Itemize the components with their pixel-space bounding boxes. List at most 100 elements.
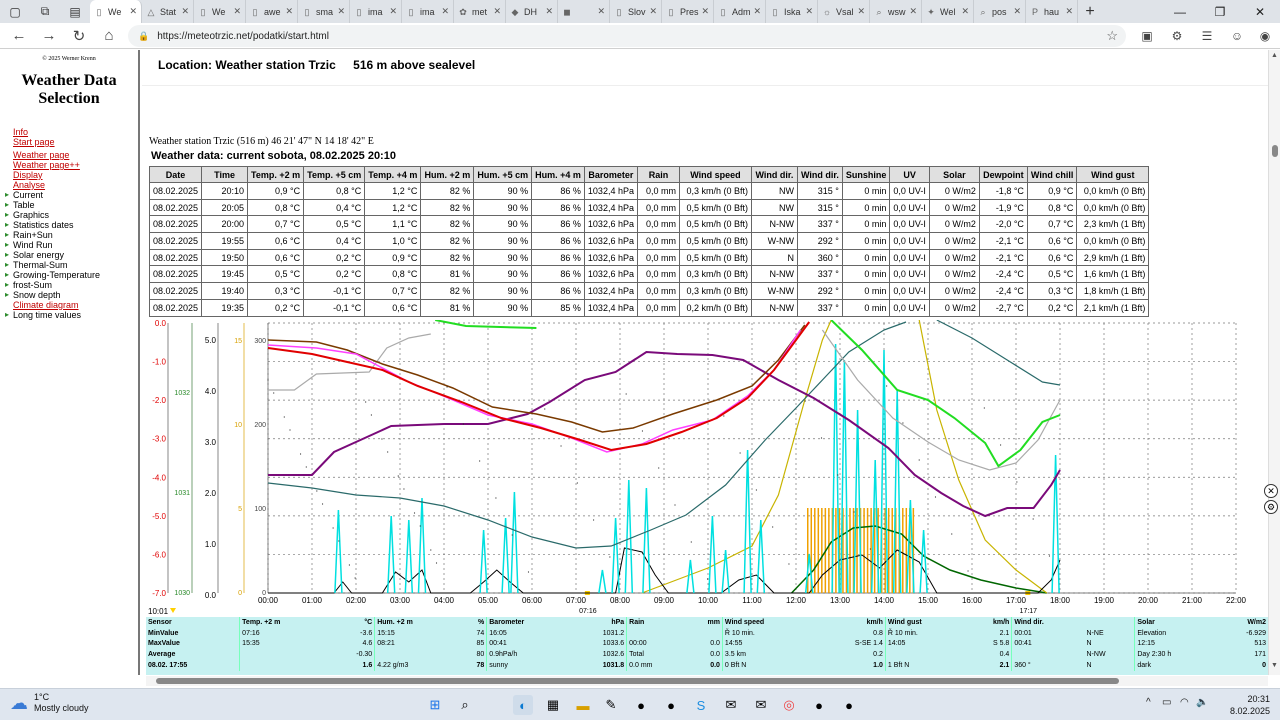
browser-tab[interactable]: ◆ DH ✕ bbox=[506, 0, 558, 23]
sidebar-link[interactable]: Weather page bbox=[13, 150, 70, 160]
app-icon-8[interactable]: ● bbox=[845, 697, 853, 713]
vertical-tabs-icon[interactable]: ▤ bbox=[69, 4, 81, 19]
copilot-icon[interactable]: ◉ bbox=[1259, 29, 1271, 43]
browser-tab[interactable]: ◼ ✕ bbox=[558, 0, 610, 23]
close-tab-icon[interactable]: ✕ bbox=[441, 6, 449, 16]
extensions-puzzle-icon[interactable]: ⚙ bbox=[1171, 29, 1183, 43]
system-clock[interactable]: 20:31 8.02.2025 bbox=[1230, 693, 1270, 717]
vertical-scrollbar[interactable]: ▲ ▼ bbox=[1268, 50, 1280, 675]
sidebar-item[interactable]: ▸ Wind Run bbox=[5, 240, 134, 250]
horizontal-scroll-thumb[interactable] bbox=[156, 678, 1119, 684]
browser-tab[interactable]: ✿ met ✕ bbox=[454, 0, 506, 23]
browser-tab[interactable]: ▯ Slov ✕ bbox=[610, 0, 662, 23]
app-icon-3[interactable]: ● bbox=[637, 697, 645, 713]
wifi-icon[interactable]: ◠ bbox=[1180, 697, 1189, 708]
profile-icon[interactable]: ▢ bbox=[9, 4, 21, 19]
sidebar-link[interactable]: Info bbox=[13, 127, 29, 137]
browser-tab[interactable]: ▯ awe ✕ bbox=[246, 0, 298, 23]
sidebar-link[interactable]: Weather page++ bbox=[13, 160, 80, 170]
close-tab-icon[interactable]: ✕ bbox=[389, 6, 397, 16]
browser-tab[interactable]: ▯ sma ✕ bbox=[298, 0, 350, 23]
close-tab-icon[interactable]: ✕ bbox=[597, 6, 605, 16]
chrome-icon[interactable]: ◎ bbox=[783, 697, 795, 712]
close-tab-icon[interactable]: ✕ bbox=[909, 6, 917, 16]
close-side-icon[interactable]: ✕ bbox=[1264, 484, 1278, 498]
sidebar-item[interactable]: ▸ Rain+Sun bbox=[5, 230, 134, 240]
minimize-button[interactable]: — bbox=[1174, 4, 1186, 19]
skype-icon[interactable]: S bbox=[696, 697, 706, 713]
sidebar-item[interactable]: ▸ Statistics dates bbox=[5, 220, 134, 230]
close-tab-icon[interactable]: ✕ bbox=[337, 6, 345, 16]
browser-tab[interactable]: ▯ Iska ✕ bbox=[766, 0, 818, 23]
browser-tab[interactable]: ▯ ima ✕ bbox=[350, 0, 402, 23]
app-icon-1[interactable]: ▦ bbox=[546, 697, 560, 712]
close-tab-icon[interactable]: ✕ bbox=[285, 6, 293, 16]
start-windows-icon[interactable]: ⊞ bbox=[429, 697, 441, 712]
browser-tab[interactable]: ▯ We ✕ bbox=[90, 0, 142, 23]
new-tab-button[interactable]: + bbox=[1085, 2, 1095, 20]
extension-icon[interactable]: ▣ bbox=[1141, 29, 1153, 43]
close-tab-icon[interactable]: ✕ bbox=[961, 6, 969, 16]
maximize-button[interactable]: ❐ bbox=[1214, 4, 1226, 19]
close-tab-icon[interactable]: ✕ bbox=[1065, 6, 1073, 16]
app-icon-5[interactable]: ✉ bbox=[725, 697, 737, 712]
browser-tab[interactable]: ▯ Adm ✕ bbox=[714, 0, 766, 23]
scroll-down-arrow[interactable]: ▼ bbox=[1271, 662, 1278, 669]
close-tab-icon[interactable]: ✕ bbox=[857, 6, 865, 16]
browser-tab[interactable]: ▯ We ✕ bbox=[194, 0, 246, 23]
browser-tab[interactable]: ▯ Pres ✕ bbox=[662, 0, 714, 23]
file-explorer-icon[interactable]: ▬ bbox=[576, 697, 590, 713]
favorites-icon[interactable]: ☰ bbox=[1201, 29, 1213, 43]
app-icon-2[interactable]: ✎ bbox=[605, 697, 617, 712]
sidebar-item[interactable]: ▸ Thermal-Sum bbox=[5, 260, 134, 270]
vertical-scroll-thumb[interactable] bbox=[1272, 145, 1278, 157]
settings-side-icon[interactable]: ⚙ bbox=[1264, 500, 1278, 514]
horizontal-scrollbar[interactable] bbox=[146, 676, 1268, 686]
browser-tab[interactable]: ✦ Wel ✕ bbox=[922, 0, 974, 23]
browser-tab[interactable]: △ Stat ✕ bbox=[142, 0, 194, 23]
refresh-button[interactable]: ↻ bbox=[72, 27, 86, 45]
close-tab-icon[interactable]: ✕ bbox=[1013, 6, 1021, 16]
app-icon-6[interactable]: ✉ bbox=[755, 697, 767, 712]
sidebar-item[interactable]: ▸ Table bbox=[5, 200, 134, 210]
close-tab-icon[interactable]: ✕ bbox=[701, 6, 709, 16]
back-button[interactable]: ← bbox=[11, 27, 27, 44]
sidebar-item[interactable]: ▸ Snow depth bbox=[5, 290, 134, 300]
profile-avatar-icon[interactable]: ☺ bbox=[1230, 29, 1244, 43]
close-tab-icon[interactable]: ✕ bbox=[233, 6, 241, 16]
browser-tab[interactable]: ☼ Vsal ✕ bbox=[818, 0, 870, 23]
favorite-star-icon[interactable]: ☆ bbox=[1106, 28, 1118, 43]
edge-browser-icon[interactable]: ◐ bbox=[513, 695, 533, 715]
network-icon[interactable]: ▭ bbox=[1162, 697, 1172, 708]
browser-tab[interactable]: ▯ ima ✕ bbox=[402, 0, 454, 23]
home-button[interactable]: ⌂ bbox=[104, 27, 114, 44]
sidebar-link[interactable]: Start page bbox=[13, 137, 55, 147]
search-icon[interactable]: ⌕ bbox=[461, 697, 469, 712]
close-tab-icon[interactable]: ✕ bbox=[545, 6, 553, 16]
sidebar-item[interactable]: ▸ Current bbox=[5, 190, 134, 200]
app-icon-7[interactable]: ● bbox=[815, 697, 823, 713]
close-tab-icon[interactable]: ✕ bbox=[129, 6, 137, 16]
close-tab-icon[interactable]: ✕ bbox=[753, 6, 761, 16]
close-tab-icon[interactable]: ✕ bbox=[805, 6, 813, 16]
sidebar-link[interactable]: Climate diagram bbox=[13, 300, 134, 310]
weather-widget[interactable]: ☁ 1°C Mostly cloudy bbox=[10, 692, 89, 714]
sidebar-link[interactable]: Display bbox=[13, 170, 43, 180]
scroll-up-arrow[interactable]: ▲ bbox=[1271, 52, 1278, 59]
sidebar-item[interactable]: ▸ Solar energy bbox=[5, 250, 134, 260]
browser-tab[interactable]: ⌕ pos ✕ bbox=[974, 0, 1026, 23]
tray-chevron-icon[interactable]: ^ bbox=[1146, 697, 1151, 708]
url-field[interactable]: 🔒 https://meteotrzic.net/podatki/start.h… bbox=[128, 25, 1126, 47]
sidebar-item[interactable]: ▸ Growing-Temperature bbox=[5, 270, 134, 280]
workspaces-icon[interactable]: ⧉ bbox=[40, 4, 50, 18]
close-tab-icon[interactable]: ✕ bbox=[493, 6, 501, 16]
sidebar-item[interactable]: ▸ Long time values bbox=[5, 310, 134, 320]
app-icon-4[interactable]: ● bbox=[667, 697, 675, 713]
close-window-button[interactable]: ✕ bbox=[1254, 4, 1266, 19]
close-tab-icon[interactable]: ✕ bbox=[181, 6, 189, 16]
sidebar-link[interactable]: Analyse bbox=[13, 180, 46, 190]
forward-button[interactable]: → bbox=[41, 27, 57, 44]
close-tab-icon[interactable]: ✕ bbox=[649, 6, 657, 16]
sidebar-item[interactable]: ▸ frost-Sum bbox=[5, 280, 134, 290]
